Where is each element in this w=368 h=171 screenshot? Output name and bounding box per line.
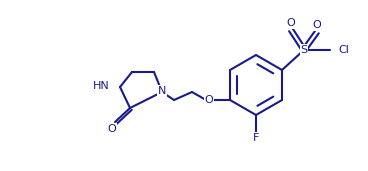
Text: S: S [300,45,308,55]
Text: F: F [253,133,259,143]
Text: O: O [205,95,213,105]
Text: O: O [108,124,116,134]
Text: O: O [312,20,321,30]
Text: O: O [287,18,296,28]
Text: N: N [158,86,166,96]
Text: HN: HN [93,81,110,91]
Text: Cl: Cl [338,45,349,55]
